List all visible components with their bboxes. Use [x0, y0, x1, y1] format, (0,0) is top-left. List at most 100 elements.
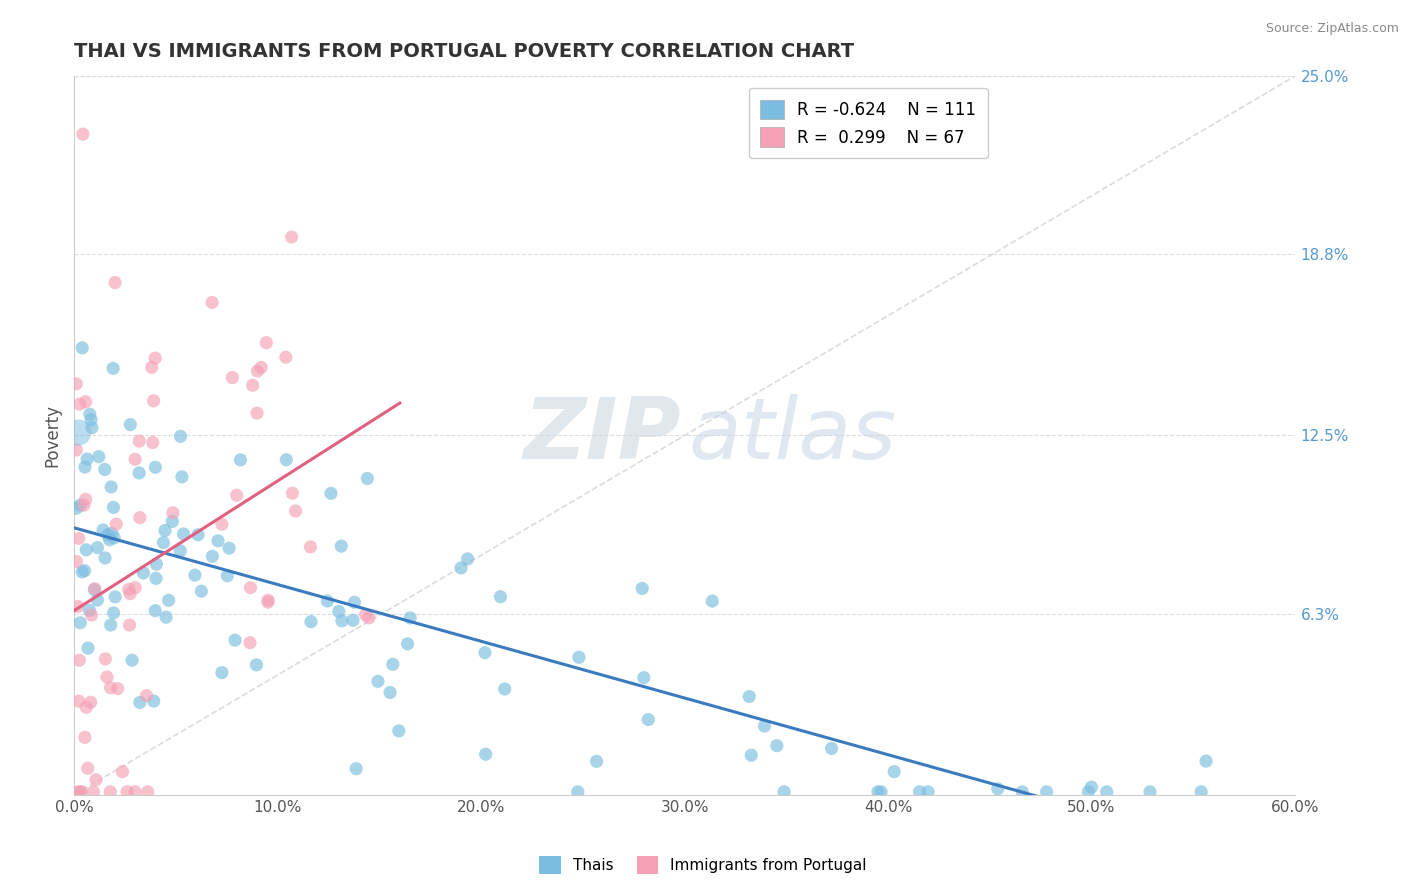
Point	[450, 561, 472, 575]
Point	[229, 452, 252, 467]
Point	[67, 425, 90, 440]
Point	[284, 504, 307, 518]
Point	[1080, 780, 1102, 794]
Point	[83, 582, 105, 596]
Point	[883, 764, 905, 779]
Point	[136, 785, 159, 799]
Point	[67, 532, 90, 546]
Point	[128, 696, 150, 710]
Point	[1077, 785, 1099, 799]
Point	[124, 581, 146, 595]
Point	[399, 611, 422, 625]
Point	[1011, 785, 1033, 799]
Text: Source: ZipAtlas.com: Source: ZipAtlas.com	[1265, 22, 1399, 36]
Point	[66, 599, 89, 614]
Point	[124, 452, 146, 467]
Point	[86, 593, 108, 607]
Point	[143, 604, 166, 618]
Point	[145, 460, 167, 475]
Point	[80, 413, 103, 427]
Point	[73, 731, 96, 745]
Point	[330, 614, 353, 628]
Point	[378, 685, 401, 699]
Point	[69, 615, 91, 630]
Legend: Thais, Immigrants from Portugal: Thais, Immigrants from Portugal	[533, 850, 873, 880]
Point	[94, 652, 117, 666]
Point	[120, 587, 142, 601]
Point	[201, 295, 224, 310]
Point	[344, 762, 367, 776]
Point	[207, 533, 229, 548]
Point	[67, 653, 90, 667]
Point	[101, 361, 124, 376]
Point	[105, 517, 128, 532]
Point	[97, 528, 120, 542]
Point	[489, 590, 512, 604]
Point	[567, 785, 589, 799]
Point	[474, 646, 496, 660]
Point	[94, 551, 117, 566]
Point	[169, 429, 191, 443]
Point	[79, 407, 101, 421]
Point	[585, 755, 607, 769]
Text: atlas: atlas	[689, 394, 896, 477]
Point	[141, 360, 163, 375]
Point	[299, 540, 322, 554]
Point	[72, 127, 94, 141]
Point	[917, 785, 939, 799]
Point	[65, 554, 87, 568]
Point	[702, 594, 724, 608]
Point	[245, 657, 267, 672]
Point	[103, 500, 125, 515]
Point	[343, 595, 366, 609]
Point	[274, 351, 297, 365]
Point	[201, 549, 224, 564]
Point	[143, 351, 166, 365]
Point	[80, 695, 103, 709]
Point	[1095, 785, 1118, 799]
Point	[80, 420, 103, 434]
Point	[103, 606, 125, 620]
Point	[162, 506, 184, 520]
Point	[280, 230, 302, 244]
Point	[1139, 785, 1161, 799]
Point	[73, 460, 96, 475]
Point	[316, 594, 339, 608]
Point	[457, 552, 479, 566]
Point	[754, 719, 776, 733]
Point	[142, 393, 165, 408]
Point	[101, 526, 124, 541]
Text: ZIP: ZIP	[523, 394, 681, 477]
Point	[153, 524, 176, 538]
Point	[354, 607, 377, 622]
Point	[107, 681, 129, 696]
Point	[100, 681, 122, 695]
Point	[83, 582, 105, 597]
Point	[319, 486, 342, 500]
Point	[276, 452, 298, 467]
Point	[740, 748, 762, 763]
Point	[299, 615, 322, 629]
Point	[187, 528, 209, 542]
Legend: R = -0.624    N = 111, R =  0.299    N = 67: R = -0.624 N = 111, R = 0.299 N = 67	[748, 88, 987, 158]
Point	[84, 772, 107, 787]
Point	[76, 761, 98, 775]
Point	[73, 564, 96, 578]
Point	[86, 541, 108, 555]
Text: THAI VS IMMIGRANTS FROM PORTUGAL POVERTY CORRELATION CHART: THAI VS IMMIGRANTS FROM PORTUGAL POVERTY…	[75, 42, 855, 61]
Point	[246, 406, 269, 420]
Point	[76, 452, 98, 467]
Point	[65, 376, 87, 391]
Point	[118, 618, 141, 632]
Point	[120, 417, 142, 432]
Point	[987, 781, 1010, 796]
Point	[388, 723, 411, 738]
Point	[67, 694, 90, 708]
Point	[766, 739, 789, 753]
Point	[70, 785, 93, 799]
Point	[170, 470, 193, 484]
Point	[128, 510, 150, 524]
Point	[870, 785, 893, 799]
Point	[77, 641, 100, 656]
Point	[239, 581, 262, 595]
